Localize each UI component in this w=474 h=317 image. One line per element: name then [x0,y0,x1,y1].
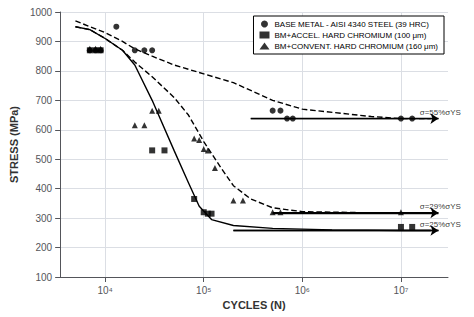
svg-text:800: 800 [35,65,52,76]
svg-text:900: 900 [35,36,52,47]
svg-text:400: 400 [35,183,52,194]
svg-text:10⁶: 10⁶ [295,285,310,296]
svg-text:100: 100 [35,272,52,283]
svg-text:300: 300 [35,213,52,224]
svg-text:σ=29%σYS: σ=29%σYS [420,202,461,211]
svg-text:σ=55%σYS: σ=55%σYS [420,108,461,117]
svg-text:10⁵: 10⁵ [196,285,211,296]
svg-text:700: 700 [35,95,52,106]
svg-text:BASE METAL - AISI 4340 STEEL (: BASE METAL - AISI 4340 STEEL (39 HRC) [274,20,429,29]
svg-text:500: 500 [35,154,52,165]
svg-text:600: 600 [35,124,52,135]
svg-text:10⁴: 10⁴ [97,285,112,296]
svg-text:CYCLES (N): CYCLES (N) [223,299,286,311]
svg-text:BM+CONVENT. HARD CHROMIUM (160: BM+CONVENT. HARD CHROMIUM (160 μm) [274,42,438,51]
svg-text:σ=25%σYS: σ=25%σYS [420,220,461,229]
svg-text:1000: 1000 [30,7,53,18]
svg-text:STRESS (MPa): STRESS (MPa) [8,106,20,183]
svg-text:10⁷: 10⁷ [394,285,409,296]
svg-text:200: 200 [35,242,52,253]
svg-text:BM+ACCEL. HARD CHROMIUM (100 μ: BM+ACCEL. HARD CHROMIUM (100 μm) [274,31,426,40]
